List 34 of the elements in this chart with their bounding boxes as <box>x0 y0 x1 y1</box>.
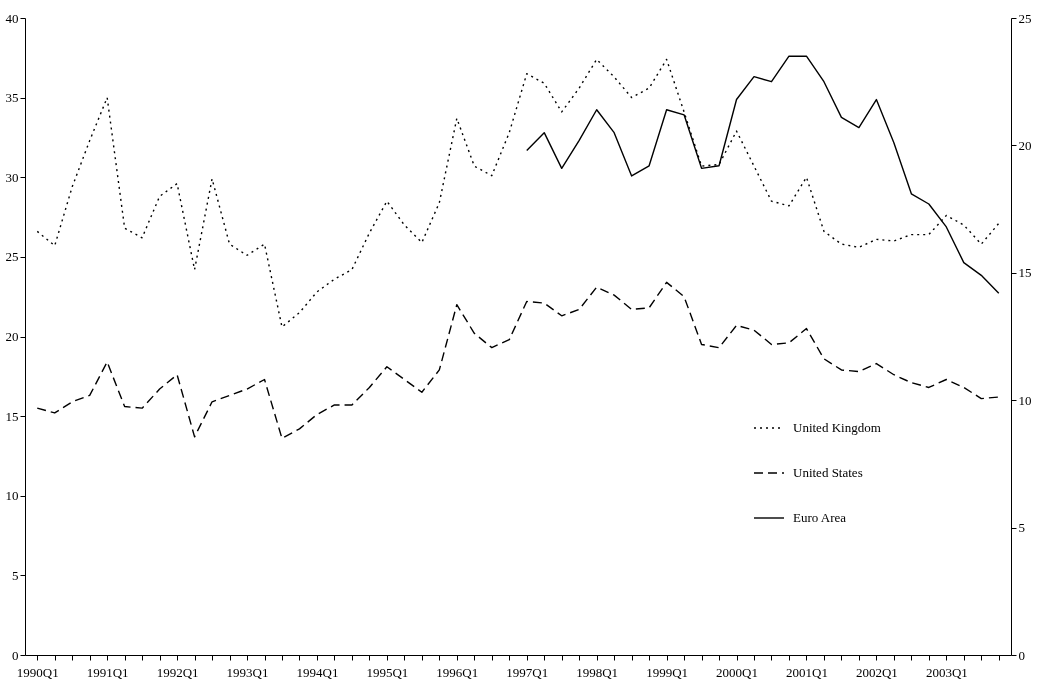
y-tick-label: 5 <box>12 567 19 583</box>
y-tick-label: 15 <box>5 408 19 424</box>
y-tick-label: 35 <box>5 90 19 106</box>
y2-tick-label: 15 <box>1018 265 1032 281</box>
y2-tick-label: 25 <box>1018 10 1032 26</box>
x-tick-label: 2001Q1 <box>786 664 828 680</box>
line-series <box>36 58 1000 328</box>
legend-label: United Kingdom <box>793 420 881 435</box>
x-tick-label: 1991Q1 <box>86 664 129 680</box>
x-tick-label: 1996Q1 <box>436 664 479 680</box>
x-tick-label: 1997Q1 <box>506 664 549 680</box>
y-tick-label: 25 <box>5 249 19 265</box>
y2-tick-label: 0 <box>1018 647 1025 663</box>
y-tick-label: 30 <box>5 169 19 185</box>
x-tick-label: 2002Q1 <box>855 664 898 680</box>
y2-tick-label: 20 <box>1018 137 1032 153</box>
x-tick-label: 1990Q1 <box>16 664 59 680</box>
x-tick-label: 1992Q1 <box>156 664 199 680</box>
x-tick-label: 1998Q1 <box>576 664 619 680</box>
x-tick-label: 1995Q1 <box>366 664 409 680</box>
legend-label: United States <box>793 465 863 480</box>
x-tick-label: 1993Q1 <box>226 664 269 680</box>
y-tick-label: 0 <box>12 647 19 663</box>
y-tick-label: 40 <box>5 10 19 26</box>
line-series <box>36 281 1000 440</box>
x-tick-label: 1999Q1 <box>646 664 689 680</box>
y2-tick-label: 5 <box>1018 520 1025 536</box>
y2-tick-label: 10 <box>1018 392 1032 408</box>
x-tick-label: 1994Q1 <box>296 664 339 680</box>
x-tick-label: 2003Q1 <box>925 664 968 680</box>
y-tick-label: 20 <box>5 329 19 344</box>
y-tick-label: 10 <box>5 488 19 504</box>
x-tick-label: 2000Q1 <box>716 664 758 680</box>
legend-label: Euro Area <box>793 510 847 525</box>
